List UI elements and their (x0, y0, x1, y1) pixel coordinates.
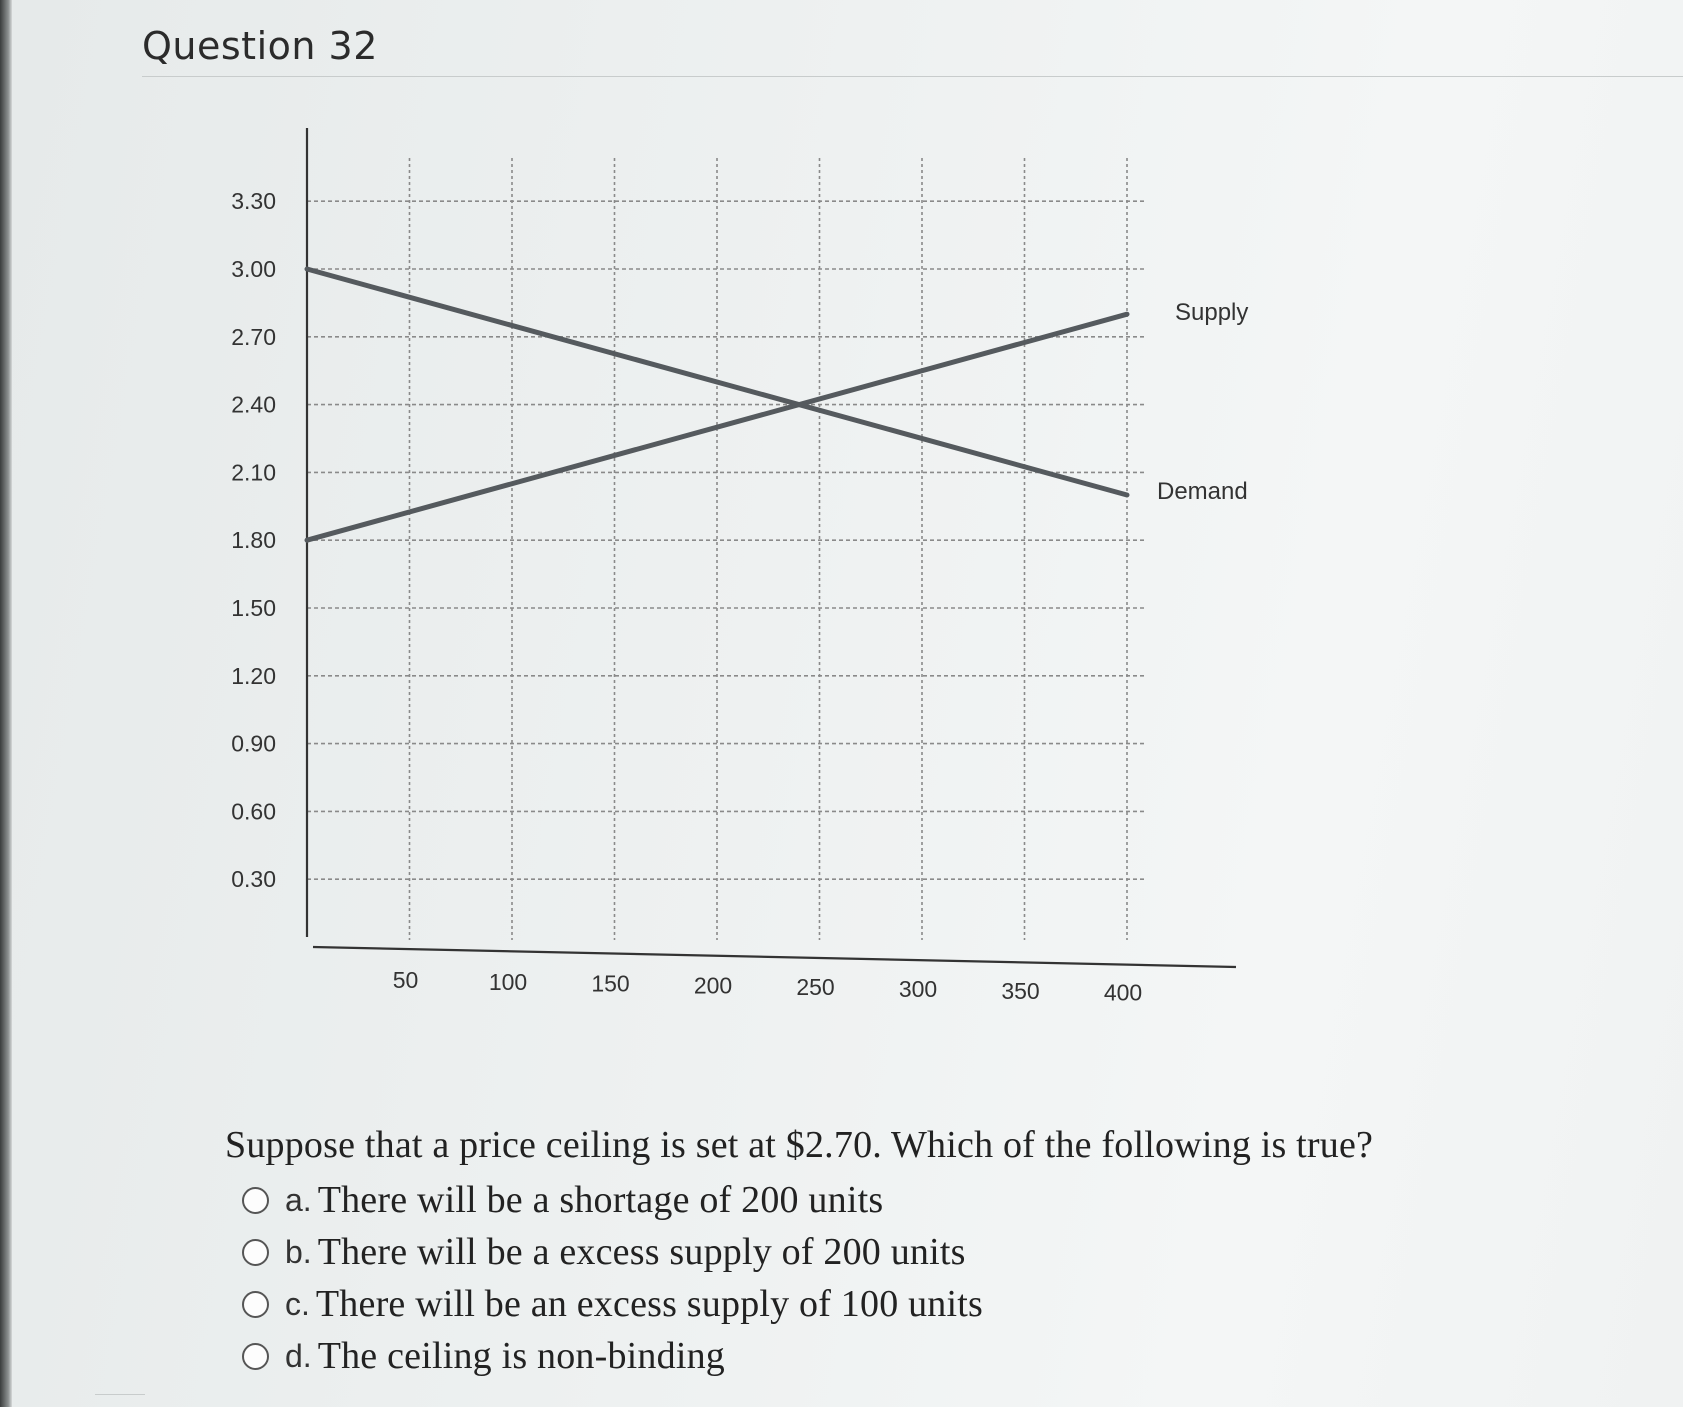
y-tick-label: 2.40 (231, 392, 276, 418)
x-tick-label: 100 (489, 969, 527, 995)
x-tick-label: 400 (1104, 980, 1142, 1006)
y-tick-label: 1.80 (231, 527, 276, 553)
y-tick-label: 3.00 (231, 256, 276, 282)
radio-button-c[interactable] (242, 1290, 269, 1318)
radio-button-a[interactable] (242, 1186, 269, 1214)
panel-corner-divider (95, 1394, 145, 1396)
y-tick-label: 2.70 (231, 324, 276, 350)
chart-tick-labels: 0.30 0.60 0.90 1.20 1.50 1.80 2.10 2.40 2.70 3.00… (231, 188, 1142, 1005)
x-tick-label: 250 (796, 974, 834, 1000)
y-tick-label: 3.30 (231, 188, 276, 214)
question-block: Suppose that a price ceiling is set at $… (222, 1122, 1373, 1382)
x-axis-line (312, 945, 1237, 969)
x-tick-label: 350 (1001, 978, 1039, 1004)
y-tick-label: 0.90 (231, 731, 276, 757)
option-text: There will be a shortage of 200 units (317, 1179, 884, 1221)
option-d[interactable]: d. The ceiling is non-binding (222, 1330, 1373, 1382)
y-tick-label: 1.20 (231, 663, 276, 689)
demand-label: Demand (1157, 478, 1248, 505)
supply-curve (304, 311, 1130, 543)
x-tick-label: 200 (694, 972, 732, 998)
question-prompt: Suppose that a price ceiling is set at $… (225, 1124, 1374, 1166)
chart-series (304, 266, 1130, 543)
x-tick-label: 50 (393, 967, 419, 993)
supply-demand-chart: 0.30 0.60 0.90 1.20 1.50 1.80 2.10 2.40 2.70 3.00… (231, 128, 1248, 1006)
demand-curve (304, 266, 1130, 498)
quiz-page (12, 0, 1683, 1407)
y-tick-label: 1.50 (231, 595, 276, 621)
chart-axes (305, 128, 1237, 969)
option-b[interactable]: b. There will be a excess supply of 200 … (222, 1226, 1373, 1278)
radio-button-d[interactable] (242, 1342, 269, 1370)
y-tick-label: 2.10 (231, 459, 276, 485)
question-title: Question 32 (142, 24, 378, 68)
option-text: There will be a excess supply of 200 uni… (317, 1231, 966, 1273)
option-letter: a. (285, 1181, 312, 1218)
y-tick-label: 0.30 (231, 866, 276, 892)
x-tick-label: 150 (591, 971, 629, 997)
screen-edge-shadow (0, 0, 12, 1407)
option-text: The ceiling is non-binding (317, 1335, 725, 1377)
option-text: There will be an excess supply of 100 un… (315, 1283, 984, 1325)
option-letter: b. (285, 1233, 312, 1270)
option-a[interactable]: a. There will be a shortage of 200 units (222, 1174, 1373, 1226)
x-tick-label: 300 (899, 976, 937, 1002)
option-c[interactable]: c. There will be an excess supply of 100… (222, 1278, 1373, 1330)
option-letter: c. (285, 1285, 310, 1322)
title-divider (142, 76, 1683, 77)
option-letter: d. (285, 1337, 312, 1374)
radio-button-b[interactable] (242, 1238, 269, 1266)
y-tick-label: 0.60 (231, 798, 276, 824)
chart-series-labels: Supply Demand (1157, 299, 1248, 505)
chart-grid (307, 158, 1145, 940)
supply-label: Supply (1175, 299, 1248, 326)
